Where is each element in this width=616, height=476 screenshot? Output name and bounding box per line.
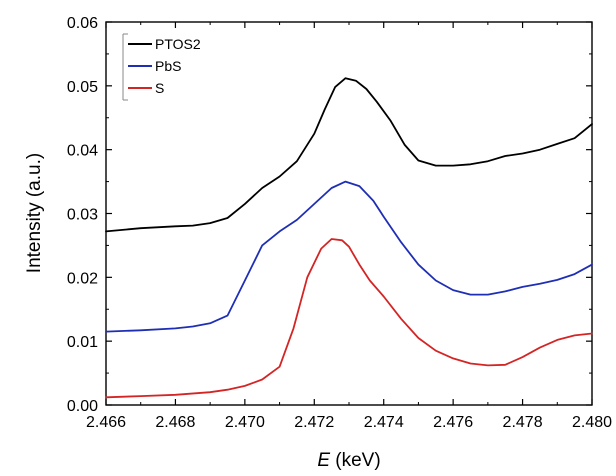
x-axis-variable: E [317,450,330,471]
x-tick-label: 2.480 [572,414,612,431]
series-line-ptos2 [105,77,593,233]
legend-label-ptos2: PTOS2 [155,36,201,52]
x-tick-label: 2.470 [225,414,265,431]
legend: PTOS2 PbS S [122,33,201,101]
y-tick-label: 0.05 [67,79,98,96]
x-tick-label: 2.466 [86,414,126,431]
x-axis-ticks: 2.466 2.468 2.470 2.472 2.474 2.476 2.478 2.480 [86,22,612,431]
y-tick-label: 0.04 [67,143,98,160]
x-tick-label: 2.474 [364,414,404,431]
series-line-pbs [105,180,593,333]
legend-label-s: S [155,80,164,96]
series-layer [105,77,593,399]
y-tick-label: 0.01 [67,334,98,351]
x-tick-label: 2.476 [433,414,473,431]
y-tick-label: 0.03 [67,207,98,224]
x-tick-label: 2.468 [155,414,195,431]
x-tick-label: 2.472 [294,414,334,431]
series-line-s [105,238,593,399]
y-tick-label: 0.02 [67,270,98,287]
legend-label-pbs: PbS [155,58,181,74]
y-tick-label: 0.00 [67,398,98,415]
y-tick-label: 0.06 [67,15,98,32]
x-tick-label: 2.478 [503,414,543,431]
y-axis-ticks: 0.00 0.01 0.02 0.03 0.04 0.05 0.06 [67,15,592,415]
x-axis-title: E (keV) [317,450,380,471]
y-axis-title: Intensity (a.u.) [24,153,45,273]
x-axis-unit: (keV) [330,450,381,471]
